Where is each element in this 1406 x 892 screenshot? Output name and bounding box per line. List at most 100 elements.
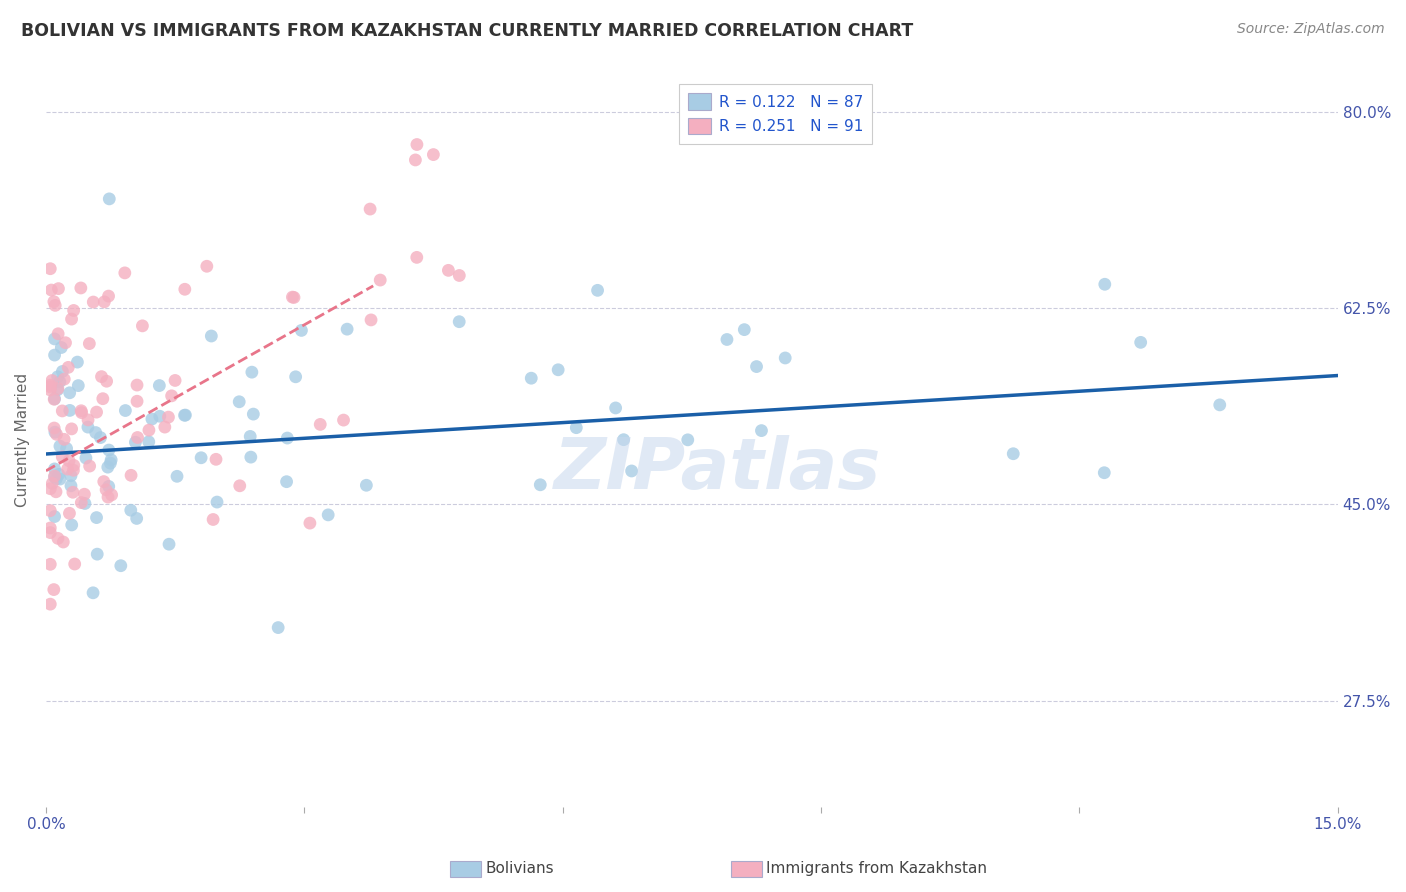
Point — [284, 369, 307, 384]
Point — [45, 472, 67, 486]
Point — [97, 460, 120, 475]
Point — [125, 394, 148, 409]
Point — [60, 517, 83, 532]
Point — [39, 597, 62, 611]
Point — [46, 382, 69, 396]
Point — [86, 547, 108, 561]
Point — [165, 374, 187, 388]
Point — [41, 283, 63, 297]
Y-axis label: Currently Married: Currently Married — [15, 373, 30, 507]
Point — [449, 315, 471, 329]
Point — [173, 282, 195, 296]
Point — [149, 409, 172, 424]
Point — [42, 582, 65, 597]
Point — [39, 380, 62, 394]
Point — [44, 392, 66, 406]
Point — [60, 312, 83, 326]
Point — [56, 462, 79, 476]
Point — [97, 479, 120, 493]
Point — [69, 281, 91, 295]
Point — [51, 404, 73, 418]
Point — [44, 348, 66, 362]
Point — [82, 295, 104, 310]
Point — [39, 558, 62, 572]
Point — [44, 392, 66, 407]
Point — [733, 323, 755, 337]
Point — [73, 487, 96, 501]
Point — [276, 475, 298, 489]
Point — [100, 453, 122, 467]
Point — [148, 378, 170, 392]
Point — [200, 329, 222, 343]
Point — [66, 355, 89, 369]
Point — [41, 476, 63, 491]
Point — [73, 496, 96, 510]
Point — [547, 363, 569, 377]
Point — [53, 433, 76, 447]
Point — [205, 495, 228, 509]
Point — [63, 557, 86, 571]
Point — [620, 464, 643, 478]
Point — [44, 298, 66, 312]
Point — [449, 268, 471, 283]
Point — [190, 450, 212, 465]
Point — [202, 512, 225, 526]
Point — [336, 322, 359, 336]
Point — [138, 423, 160, 437]
Point — [229, 479, 252, 493]
Point — [45, 427, 67, 442]
Point — [77, 413, 100, 427]
Point — [406, 137, 429, 152]
Point — [125, 511, 148, 525]
Point — [114, 266, 136, 280]
Point — [96, 374, 118, 388]
Point — [51, 450, 73, 464]
Point — [82, 586, 104, 600]
Point — [45, 484, 67, 499]
Point — [62, 303, 84, 318]
Point — [157, 410, 180, 425]
Point — [62, 458, 84, 473]
Point — [48, 467, 70, 482]
Point — [1129, 335, 1152, 350]
Point — [91, 392, 114, 406]
Point — [62, 463, 84, 477]
Point — [368, 273, 391, 287]
Point — [49, 439, 72, 453]
Point — [166, 469, 188, 483]
Point — [586, 283, 609, 297]
Point — [39, 383, 62, 397]
Point — [79, 336, 101, 351]
Point — [52, 535, 75, 549]
Point — [360, 313, 382, 327]
Point — [120, 468, 142, 483]
Point — [39, 521, 62, 535]
Point — [90, 369, 112, 384]
Text: Source: ZipAtlas.com: Source: ZipAtlas.com — [1237, 22, 1385, 37]
Point — [86, 510, 108, 524]
Point — [98, 192, 121, 206]
Point — [93, 294, 115, 309]
Point — [58, 360, 80, 375]
Point — [290, 323, 312, 337]
Point — [120, 503, 142, 517]
Point — [55, 442, 77, 456]
Point — [1209, 398, 1232, 412]
Point — [44, 469, 66, 483]
Point — [173, 409, 195, 423]
Point — [138, 434, 160, 449]
Point — [46, 532, 69, 546]
Text: BOLIVIAN VS IMMIGRANTS FROM KAZAKHSTAN CURRENTLY MARRIED CORRELATION CHART: BOLIVIAN VS IMMIGRANTS FROM KAZAKHSTAN C… — [21, 22, 914, 40]
Point — [84, 425, 107, 440]
Point — [716, 333, 738, 347]
Text: ZIPatlas: ZIPatlas — [554, 434, 882, 504]
Point — [332, 413, 354, 427]
Point — [520, 371, 543, 385]
Point — [529, 477, 551, 491]
Point — [59, 479, 82, 493]
Point — [93, 475, 115, 489]
Point — [75, 450, 97, 465]
Point — [356, 478, 378, 492]
Point — [153, 420, 176, 434]
Point — [44, 462, 66, 476]
